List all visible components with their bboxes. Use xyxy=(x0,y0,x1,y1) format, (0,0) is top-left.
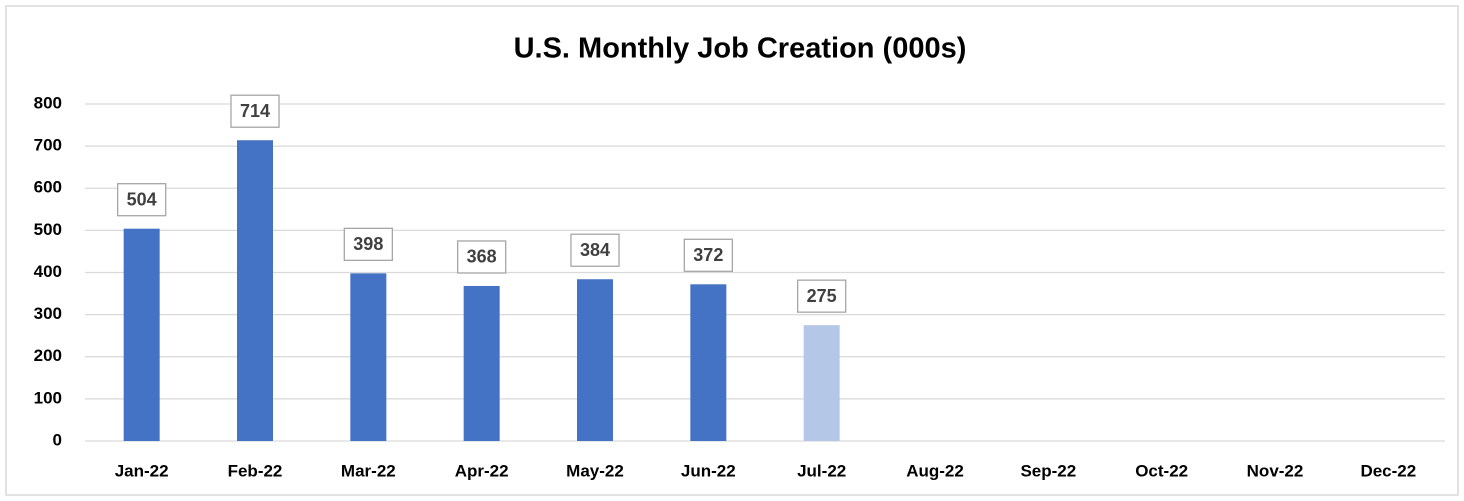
bar xyxy=(577,279,613,441)
bar xyxy=(463,285,500,441)
y-tick-label: 600 xyxy=(34,178,62,197)
chart-title: U.S. Monthly Job Creation (000s) xyxy=(514,33,967,65)
x-tick-label: Jan-22 xyxy=(115,461,169,480)
x-tick-label: Feb-22 xyxy=(228,461,283,480)
value-label-box xyxy=(230,94,280,128)
value-label: 504 xyxy=(127,189,157,209)
x-tick-label: Nov-22 xyxy=(1247,461,1304,480)
value-label-box xyxy=(116,183,167,217)
bar xyxy=(690,284,727,441)
y-tick-label: 200 xyxy=(34,346,62,365)
bar xyxy=(350,273,387,441)
y-tick-label: 300 xyxy=(34,304,62,323)
value-label-box xyxy=(343,227,394,261)
x-tick-label: Sep-22 xyxy=(1020,461,1076,480)
value-label: 372 xyxy=(693,245,723,265)
value-label-box xyxy=(570,233,620,267)
value-label: 275 xyxy=(807,286,837,306)
x-tick-label: Mar-22 xyxy=(341,461,396,480)
y-tick-label: 0 xyxy=(53,430,62,449)
value-label-box xyxy=(796,279,847,313)
y-tick-label: 800 xyxy=(34,93,62,112)
value-label: 384 xyxy=(580,240,610,260)
x-tick-label: Dec-22 xyxy=(1360,461,1416,480)
y-tick-label: 700 xyxy=(34,136,62,155)
value-label-box xyxy=(456,240,507,274)
y-tick-label: 100 xyxy=(34,388,62,407)
value-label: 398 xyxy=(353,234,383,254)
x-tick-label: Jun-22 xyxy=(681,461,736,480)
bar xyxy=(237,140,273,442)
value-label: 714 xyxy=(240,101,270,121)
value-label: 368 xyxy=(467,247,497,267)
y-tick-label: 500 xyxy=(34,220,62,239)
y-tick-label: 400 xyxy=(34,262,62,281)
bar xyxy=(123,228,160,441)
bar xyxy=(803,325,840,441)
x-tick-label: May-22 xyxy=(566,461,624,480)
x-tick-label: Aug-22 xyxy=(906,461,964,480)
x-tick-label: Apr-22 xyxy=(455,461,509,480)
x-tick-label: Jul-22 xyxy=(797,461,846,480)
x-tick-label: Oct-22 xyxy=(1135,461,1188,480)
value-label-box xyxy=(683,238,734,272)
